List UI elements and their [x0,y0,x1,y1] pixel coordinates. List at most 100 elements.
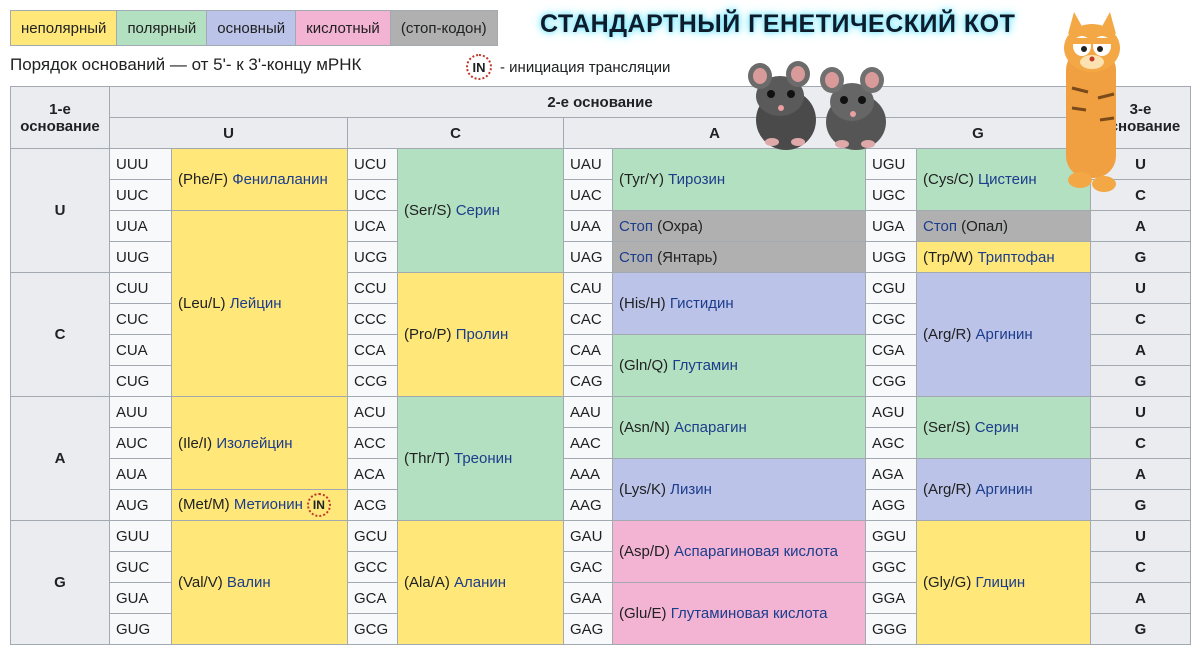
amino-name: Цистеин [978,171,1037,188]
amino-acid-cell: (Ser/S) Серин [916,396,1091,459]
codon-cell: AGC [865,427,917,459]
mouse-right [820,67,886,150]
codon-cell: CAG [563,365,613,397]
amino-name: Глутамин [672,357,738,374]
amino-acid-cell: (Glu/E) Глутаминовая кислота [612,582,866,645]
stop-name: (Охра) [657,217,703,235]
amino-acid-cell: (Met/M) Метионин IN [171,489,348,521]
codon-cell: AGA [865,458,917,490]
codon-cell: GAG [563,613,613,645]
amino-name: Гистидин [669,295,734,312]
codon-cell: UGG [865,241,917,273]
codon-cell: CGU [865,272,917,304]
codon-cell: AGU [865,396,917,428]
legend-nonpolar: неполярный [11,11,118,45]
amino-name: Триптофан [977,248,1055,266]
second-base-g: G [865,117,1091,149]
amino-acid-cell: (Trp/W) Триптофан [916,241,1091,273]
amino-code: (Tyr/Y) [619,171,664,188]
legend-basic: основный [207,11,297,45]
third-base-cell: U [1090,272,1191,304]
amino-code: (Val/V) [178,574,223,591]
legend-stop: (стоп-кодон) [390,11,497,45]
amino-name: Глицин [975,574,1026,591]
amino-code: (Arg/R) [923,481,972,498]
amino-code: (Lys/K) [619,481,666,498]
codon-cell: UGC [865,179,917,211]
legend-acidic: кислотный [296,11,391,45]
amino-name: Глутаминовая кислота [670,605,828,622]
amino-acid-cell: (His/H) Гистидин [612,272,866,335]
codon-cell: CCU [347,272,398,304]
first-base-header: 1-е основание [10,86,110,149]
amino-name: Аспарагин [674,419,747,436]
codon-cell: GGU [865,520,917,552]
amino-code: (Ser/S) [404,202,452,219]
stop-cell: Стоп (Опал) [916,210,1091,242]
amino-acid-cell: (Val/V) Валин [171,520,348,645]
amino-acid-cell: (Ser/S) Серин [397,148,564,273]
codon-cell: UAU [563,148,613,180]
third-base-cell: A [1090,458,1191,490]
codon-cell: CUC [109,303,172,335]
codon-cell: UCG [347,241,398,273]
amino-name: Аланин [454,574,507,591]
codon-cell: UCU [347,148,398,180]
amino-name: Пролин [455,326,509,343]
codon-cell: GUA [109,582,172,614]
legend: неполярный полярный основный кислотный (… [10,10,498,46]
amino-code: (Leu/L) [178,295,226,312]
amino-acid-cell: (Leu/L) Лейцин [171,210,348,397]
third-base-cell: C [1090,303,1191,335]
codon-cell: GGC [865,551,917,583]
third-base-cell: G [1090,365,1191,397]
codon-cell: UAA [563,210,613,242]
amino-acid-cell: (Tyr/Y) Тирозин [612,148,866,211]
cat-image [1064,12,1120,192]
codon-cell: AGG [865,489,917,521]
amino-code: (Trp/W) [923,248,974,266]
codon-cell: GUG [109,613,172,645]
amino-code: (Glu/E) [619,605,667,622]
third-base-cell: G [1090,489,1191,521]
mouse-left [748,61,816,150]
codon-cell: CCA [347,334,398,366]
stop-cell: Стоп (Янтарь) [612,241,866,273]
amino-name: Изолейцин [216,434,293,452]
amino-name: Аргинин [975,326,1033,343]
amino-code: (Gly/G) [923,574,972,591]
third-base-cell: G [1090,613,1191,645]
codon-cell: CCG [347,365,398,397]
third-base-cell: C [1090,551,1191,583]
amino-acid-cell: (Pro/P) Пролин [397,272,564,397]
amino-acid-cell: (Ile/I) Изолейцин [171,396,348,490]
codon-cell: AUG [109,489,172,521]
legend-polar: полярный [117,11,208,45]
amino-code: (Ile/I) [178,434,213,452]
amino-name: Фенилаланин [232,171,328,188]
amino-acid-cell: (Lys/K) Лизин [612,458,866,521]
codon-cell: GUU [109,520,172,552]
amino-code: (Asn/N) [619,419,670,436]
codon-cell: CUA [109,334,172,366]
amino-code: (Asp/D) [619,543,670,560]
amino-code: (Phe/F) [178,171,229,188]
stop-cell: Стоп (Охра) [612,210,866,242]
mice-image [748,61,886,150]
stop-word: Стоп [619,217,653,235]
initiation-mark: IN [466,54,492,80]
codon-cell: ACA [347,458,398,490]
codon-cell: UUC [109,179,172,211]
codon-cell: GGA [865,582,917,614]
amino-name: Треонин [454,450,513,467]
amino-acid-cell: (Gln/Q) Глутамин [612,334,866,397]
amino-name: Серин [974,419,1019,436]
amino-name: Аспарагиновая кислота [674,543,838,560]
codon-cell: CGC [865,303,917,335]
codon-cell: CCC [347,303,398,335]
stop-name: (Опал) [961,217,1009,235]
codon-cell: CAU [563,272,613,304]
codon-cell: UCA [347,210,398,242]
codon-cell: CUU [109,272,172,304]
stop-word: Стоп [619,248,653,266]
